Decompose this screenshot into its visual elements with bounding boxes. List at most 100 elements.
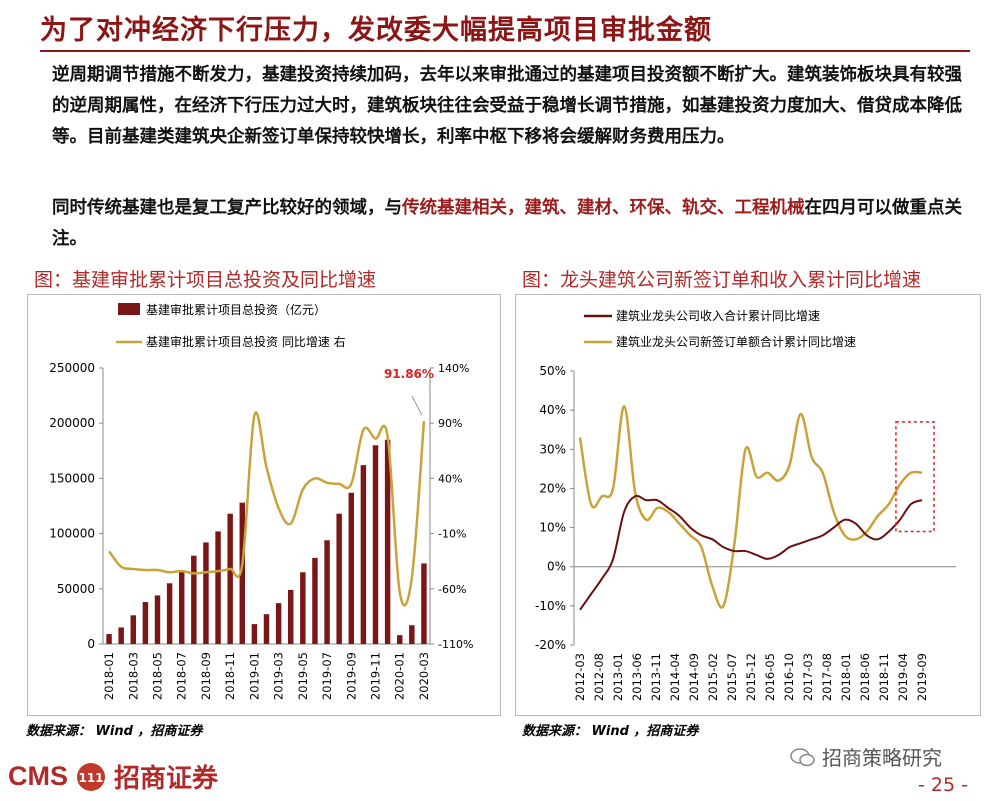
x-tick-label: 2015-12 xyxy=(744,653,758,701)
x-tick-label: 2018-07 xyxy=(175,652,189,700)
cms-logo-text: CMS xyxy=(8,761,68,791)
new-orders-growth-line xyxy=(578,404,923,609)
investment-bar xyxy=(396,635,403,644)
wechat-icon xyxy=(790,747,815,766)
investment-bar xyxy=(324,540,330,644)
y-right-tick-label: -110% xyxy=(438,638,473,651)
x-tick-label: 2018-06 xyxy=(858,653,872,701)
x-tick-label: 2019-09 xyxy=(344,652,358,700)
x-tick-label: 2015-02 xyxy=(706,653,720,701)
x-tick-label: 2018-03 xyxy=(126,652,140,700)
left-chart-panel: 基建审批累计项目总投资（亿元） 基建审批累计项目总投资 同比增速 右 25000… xyxy=(27,294,501,716)
x-tick-label: 2019-05 xyxy=(296,652,310,700)
x-tick-label: 2019-11 xyxy=(369,652,383,700)
legend-line-label: 基建审批累计项目总投资 同比增速 右 xyxy=(146,334,346,349)
investment-bar xyxy=(409,625,415,644)
x-tick-label: 2018-01 xyxy=(102,652,116,700)
recent-period-highlight-box xyxy=(895,421,935,533)
investment-bar xyxy=(263,614,270,644)
x-tick-label: 2013-01 xyxy=(611,653,625,701)
yoy-latest-annotation: 91.86% xyxy=(384,367,434,381)
right-source: 数据来源： Wind ，招商证券 xyxy=(522,724,699,739)
focus-paragraph-pre: 同时传统基建也是复工复产比较好的领域，与 xyxy=(52,198,402,218)
y-left-tick-label: 0 xyxy=(87,637,95,651)
x-tick-label: 2019-03 xyxy=(272,652,286,700)
x-tick-label: 2019-01 xyxy=(247,652,261,700)
page-number: - 25 - xyxy=(918,774,968,796)
title-divider xyxy=(40,50,970,52)
y-left-tick-label: 50000 xyxy=(57,582,95,596)
investment-bar xyxy=(300,572,306,644)
y-tick-label: 30% xyxy=(539,442,566,456)
investment-bar xyxy=(384,439,391,644)
x-tick-label: 2018-11 xyxy=(877,653,891,701)
investment-bar xyxy=(312,557,318,644)
legend-revenue-label: 建筑业龙头公司收入合计累计同比增速 xyxy=(616,308,820,323)
investment-bar xyxy=(239,502,246,644)
legend-bar-label: 基建审批累计项目总投资（亿元） xyxy=(146,302,326,317)
y-right-tick-label: 140% xyxy=(438,362,469,375)
cms-logo-mark: 111 xyxy=(78,771,103,785)
investment-bar xyxy=(166,583,173,644)
investment-bar xyxy=(142,602,149,644)
focus-paragraph: 同时传统基建也是复工复产比较好的领域，与传统基建相关，建筑、建材、环保、轨交、工… xyxy=(52,193,972,255)
investment-bar xyxy=(360,465,367,644)
yoy-growth-line xyxy=(108,411,426,607)
y-right-tick-label: -10% xyxy=(438,528,466,541)
investment-bar xyxy=(154,595,161,644)
x-tick-label: 2018-01 xyxy=(839,653,853,701)
annotation-leader xyxy=(411,395,423,416)
y-right-tick-label: -60% xyxy=(438,583,466,596)
investment-bar xyxy=(287,589,294,644)
x-tick-label: 2016-10 xyxy=(782,653,796,701)
x-tick-label: 2019-04 xyxy=(896,653,910,701)
x-tick-label: 2017-08 xyxy=(820,653,834,701)
investment-bar xyxy=(421,563,427,644)
investment-bar xyxy=(130,615,137,644)
y-left-tick-label: 200000 xyxy=(49,416,95,430)
intro-paragraph: 逆周期调节措施不断发力，基建投资持续加码，去年以来审批通过的基建项目投资额不断扩… xyxy=(52,65,962,147)
left-chart-title: 图：基建审批累计项目总投资及同比增速 xyxy=(34,269,377,291)
x-tick-label: 2018-05 xyxy=(151,652,165,700)
x-tick-label: 2017-03 xyxy=(801,653,815,701)
right-chart-panel: 建筑业龙头公司收入合计累计同比增速 建筑业龙头公司新签订单额合计累计同比增速 5… xyxy=(515,294,981,716)
y-tick-label: 10% xyxy=(539,521,566,535)
y-left-tick-label: 250000 xyxy=(49,361,95,375)
left-source: 数据来源： Wind ，招商证券 xyxy=(26,724,203,739)
cms-logo-icon: 111 xyxy=(77,762,105,791)
investment-bar xyxy=(118,627,124,644)
wechat-watermark: 招商策略研究 xyxy=(790,742,942,771)
investment-bar xyxy=(191,555,197,644)
x-tick-label: 2019-07 xyxy=(320,652,334,700)
x-tick-label: 2016-05 xyxy=(763,653,777,701)
investment-bar xyxy=(178,571,185,644)
investment-bar xyxy=(227,513,233,644)
investment-bar xyxy=(348,492,355,644)
x-tick-label: 2012-08 xyxy=(592,653,606,701)
page-title: 为了对冲经济下行压力，发改委大幅提高项目审批金额 xyxy=(40,15,712,46)
y-tick-label: 0% xyxy=(547,560,566,574)
x-tick-label: 2014-04 xyxy=(668,653,682,701)
investment-bar xyxy=(372,445,379,644)
x-tick-label: 2018-09 xyxy=(199,652,213,700)
y-left-tick-label: 100000 xyxy=(49,527,95,541)
investment-bar xyxy=(275,603,282,644)
investment-bar xyxy=(215,531,221,644)
left-legend: 基建审批累计项目总投资（亿元） 基建审批累计项目总投资 同比增速 右 xyxy=(116,302,346,349)
y-tick-label: -10% xyxy=(535,599,566,613)
investment-bar xyxy=(336,513,342,644)
y-tick-label: 40% xyxy=(539,403,566,417)
focus-paragraph-highlight: 传统基建相关，建筑、建材、环保、轨交、工程机械 xyxy=(402,198,805,218)
focus-paragraph-post: 在四月可以做重点关注。 xyxy=(52,198,962,249)
y-right-tick-label: 40% xyxy=(438,472,462,485)
y-left-tick-label: 150000 xyxy=(49,471,95,485)
right-legend: 建筑业龙头公司收入合计累计同比增速 建筑业龙头公司新签订单额合计累计同比增速 xyxy=(584,308,856,349)
x-tick-label: 2015-07 xyxy=(725,653,739,701)
y-tick-label: 50% xyxy=(539,364,566,378)
x-tick-label: 2013-06 xyxy=(630,653,644,701)
legend-orders-label: 建筑业龙头公司新签订单额合计累计同比增速 xyxy=(616,334,856,349)
right-chart-title: 图：龙头建筑公司新签订单和收入累计同比增速 xyxy=(522,269,922,291)
x-tick-label: 2019-09 xyxy=(915,653,929,701)
legend-bar-swatch xyxy=(118,303,140,315)
company-name: 招商证券 xyxy=(114,764,219,794)
